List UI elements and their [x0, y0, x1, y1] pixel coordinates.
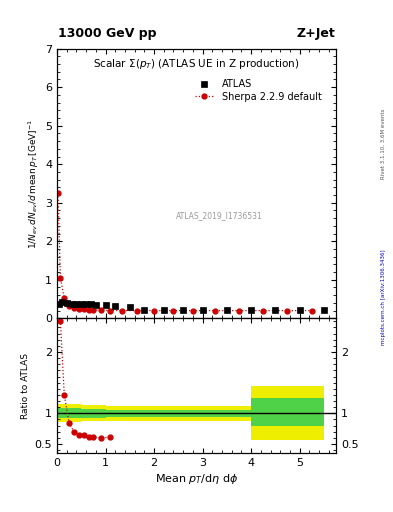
Sherpa 2.2.9 default	[91, 307, 96, 313]
Sherpa 2.2.9 default	[98, 307, 103, 313]
Text: Scalar $\Sigma(p_T)$ (ATLAS UE in Z production): Scalar $\Sigma(p_T)$ (ATLAS UE in Z prod…	[93, 57, 300, 71]
ATLAS	[94, 302, 98, 308]
Sherpa 2.2.9 default	[108, 308, 113, 314]
Sherpa 2.2.9 default	[285, 308, 290, 314]
Sherpa 2.2.9 default	[152, 308, 156, 314]
Line: Sherpa 2.2.9 default: Sherpa 2.2.9 default	[55, 190, 314, 313]
Sherpa 2.2.9 default	[261, 308, 266, 314]
ATLAS	[162, 307, 166, 313]
Y-axis label: $1/N_{ev}\,dN_{ev}/d\,\mathrm{mean}\,p_T\,[\mathrm{GeV}]^{-1}$: $1/N_{ev}\,dN_{ev}/d\,\mathrm{mean}\,p_T…	[26, 118, 41, 248]
X-axis label: Mean $p_T$/d$\eta$ d$\phi$: Mean $p_T$/d$\eta$ d$\phi$	[155, 472, 238, 486]
Sherpa 2.2.9 default	[77, 306, 81, 312]
ATLAS	[64, 300, 69, 306]
ATLAS	[224, 307, 229, 313]
Sherpa 2.2.9 default	[55, 190, 60, 196]
Sherpa 2.2.9 default	[62, 295, 67, 302]
Sherpa 2.2.9 default	[86, 307, 91, 313]
Text: mcplots.cern.ch [arXiv:1306.3436]: mcplots.cern.ch [arXiv:1306.3436]	[381, 249, 386, 345]
Text: Z+Jet: Z+Jet	[296, 28, 335, 40]
ATLAS	[59, 299, 64, 305]
ATLAS	[88, 302, 93, 308]
ATLAS	[273, 307, 278, 313]
Text: 13000 GeV pp: 13000 GeV pp	[58, 28, 157, 40]
Text: ATLAS_2019_I1736531: ATLAS_2019_I1736531	[175, 211, 262, 220]
ATLAS	[142, 307, 147, 313]
Legend: ATLAS, Sherpa 2.2.9 default: ATLAS, Sherpa 2.2.9 default	[191, 75, 325, 106]
Sherpa 2.2.9 default	[212, 308, 217, 314]
Sherpa 2.2.9 default	[171, 308, 176, 314]
Sherpa 2.2.9 default	[237, 308, 241, 314]
ATLAS	[103, 302, 108, 308]
ATLAS	[69, 301, 74, 307]
ATLAS	[113, 303, 118, 309]
ATLAS	[127, 304, 132, 310]
ATLAS	[200, 307, 205, 313]
Sherpa 2.2.9 default	[58, 275, 63, 281]
Sherpa 2.2.9 default	[72, 305, 76, 311]
Sherpa 2.2.9 default	[309, 308, 314, 314]
Sherpa 2.2.9 default	[191, 308, 195, 314]
ATLAS	[297, 307, 302, 313]
Text: Rivet 3.1.10, 3.6M events: Rivet 3.1.10, 3.6M events	[381, 108, 386, 179]
Sherpa 2.2.9 default	[135, 308, 140, 314]
ATLAS	[74, 301, 79, 307]
ATLAS	[321, 307, 326, 313]
Y-axis label: Ratio to ATLAS: Ratio to ATLAS	[21, 353, 30, 419]
ATLAS	[84, 302, 88, 308]
Line: ATLAS: ATLAS	[55, 298, 327, 314]
ATLAS	[249, 307, 253, 313]
ATLAS	[57, 301, 61, 307]
Sherpa 2.2.9 default	[120, 308, 125, 314]
Sherpa 2.2.9 default	[67, 303, 72, 309]
ATLAS	[79, 301, 84, 307]
ATLAS	[181, 307, 185, 313]
Sherpa 2.2.9 default	[81, 306, 86, 312]
